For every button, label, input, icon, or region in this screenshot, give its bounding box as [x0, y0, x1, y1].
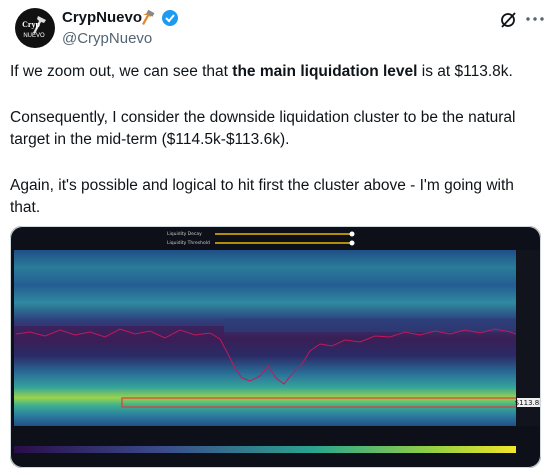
author-name[interactable]: CrypNuevo — [62, 9, 143, 26]
text: is at $113.8k. — [417, 63, 513, 80]
control-label: Liquidity Decay — [167, 231, 202, 237]
avatar-text: Cryp — [22, 20, 40, 29]
level-label: $113.8k — [515, 399, 541, 407]
tweet-text: If we zoom out, we can see that the main… — [10, 61, 535, 83]
author-handle[interactable]: @CrypNuevo — [62, 30, 153, 47]
avatar[interactable]: Cryp NUEVO — [14, 7, 56, 49]
name-icons — [142, 9, 178, 26]
more-icon[interactable] — [525, 16, 545, 22]
tweet-text: Consequently, I consider the downside li… — [10, 109, 516, 148]
tweet-text: Again, it's possible and logical to hit … — [10, 177, 514, 216]
chart-image[interactable]: $113.8k Liquidity Decay Liquidity Thresh… — [10, 226, 541, 468]
text: If we zoom out, we can see that — [10, 63, 233, 80]
grok-icon[interactable] — [498, 10, 518, 30]
text-bold: the main liquidation level — [232, 63, 418, 80]
control-label: Liquidity Threshold — [167, 240, 210, 246]
avatar-text: NUEVO — [23, 33, 45, 39]
